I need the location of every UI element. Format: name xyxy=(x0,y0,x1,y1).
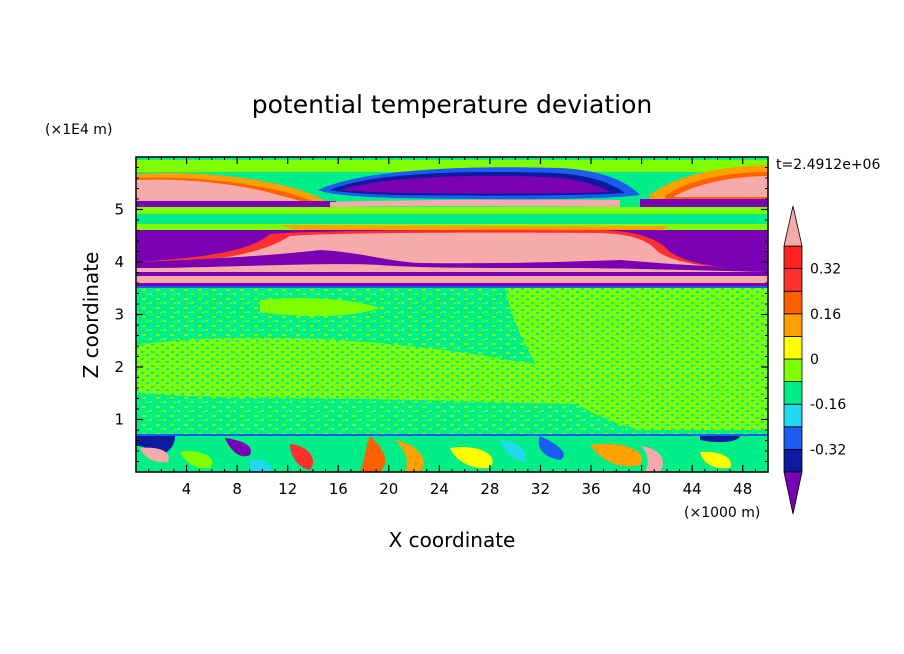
turbulent-warm xyxy=(290,444,314,470)
colorbar-segment xyxy=(783,268,803,292)
x-unit-label: (×1000 m) xyxy=(684,505,760,521)
colorbar-tick-label: 0.32 xyxy=(810,262,841,278)
colorbar-over-triangle xyxy=(783,205,803,247)
colorbar-segment xyxy=(783,245,803,270)
y-tick-label: 4 xyxy=(114,253,124,271)
colorbar-segment xyxy=(783,335,803,360)
turbulent-cold xyxy=(700,436,740,443)
cold-tongue xyxy=(136,250,768,272)
colorbar-under-triangle xyxy=(783,471,803,515)
x-tick-label: 32 xyxy=(531,480,550,498)
cold-core-top xyxy=(340,175,610,194)
x-tick-label: 44 xyxy=(683,480,702,498)
x-tick-label: 48 xyxy=(733,480,752,498)
colorbar-tick-label: 0 xyxy=(810,352,819,368)
cold-strip xyxy=(136,272,768,276)
turbulent-warm xyxy=(590,443,642,467)
colorbar-tick-label: 0.16 xyxy=(810,307,841,323)
x-tick-label: 8 xyxy=(232,480,242,498)
time-label: t=2.4912e+06 xyxy=(776,157,880,173)
turbulent-mixed xyxy=(450,447,493,469)
x-tick-label: 28 xyxy=(480,480,499,498)
y-tick-label: 2 xyxy=(114,358,124,376)
turbulent-warm xyxy=(395,440,424,472)
y-unit-label: (×1E4 m) xyxy=(45,122,112,138)
colorbar-segment xyxy=(783,448,803,473)
cold-strip-left xyxy=(136,201,336,207)
y-axis: 1 2 3 4 5 xyxy=(114,167,768,462)
contour-field xyxy=(136,157,768,472)
turbulent-cold xyxy=(136,436,175,455)
x-axis-label: X coordinate xyxy=(389,528,516,552)
blue-edge xyxy=(136,286,768,288)
x-tick-label: 40 xyxy=(632,480,651,498)
colorbar-segment xyxy=(783,290,803,315)
colorbar-segment xyxy=(783,313,803,337)
y-tick-label: 5 xyxy=(114,201,124,219)
y-axis-label: Z coordinate xyxy=(79,252,103,379)
colorbar-tick-label: -0.32 xyxy=(810,442,846,458)
warm-strip xyxy=(330,199,620,207)
x-tick-label: 24 xyxy=(430,480,449,498)
turbulent-cold xyxy=(538,436,564,460)
turbulent-mixed xyxy=(700,451,731,469)
y-tick-label: 3 xyxy=(114,306,124,324)
colorbar-segment xyxy=(783,381,803,405)
turbulent-warm xyxy=(640,446,664,472)
x-tick-label: 20 xyxy=(379,480,398,498)
x-tick-label: 16 xyxy=(329,480,348,498)
colorbar-tick-label: -0.16 xyxy=(810,397,846,413)
cold-strip xyxy=(136,283,768,286)
y-tick-label: 1 xyxy=(114,411,124,429)
warm-patch xyxy=(136,337,768,410)
turbulent-mixed xyxy=(250,459,272,472)
warm-layer-right xyxy=(675,176,768,197)
green-strip xyxy=(136,214,768,224)
warm-strip xyxy=(136,278,768,283)
chart-title: potential temperature deviation xyxy=(252,90,652,119)
colorbar-segment xyxy=(783,403,803,428)
x-tick-label: 12 xyxy=(278,480,297,498)
colorbar-segment xyxy=(783,426,803,450)
turbulent-mixed xyxy=(180,451,213,469)
blue-edge xyxy=(136,434,768,436)
warm-layer-left xyxy=(136,179,305,202)
colorbar-segment xyxy=(783,358,803,383)
turbulent-warm xyxy=(360,436,386,472)
x-tick-label: 36 xyxy=(581,480,600,498)
warm-patch xyxy=(260,298,380,317)
turbulent-warm xyxy=(140,447,169,463)
green-strip xyxy=(136,160,768,172)
x-tick-label: 4 xyxy=(182,480,192,498)
cold-strip-right xyxy=(640,199,768,207)
turbulent-cold xyxy=(225,438,251,457)
colorbar: 0.32 0.16 0 -0.16 -0.32 xyxy=(783,205,846,515)
x-axis: 4 8 12 16 20 24 28 32 36 40 44 48 xyxy=(148,157,756,498)
turbulent-mixed xyxy=(500,440,527,462)
